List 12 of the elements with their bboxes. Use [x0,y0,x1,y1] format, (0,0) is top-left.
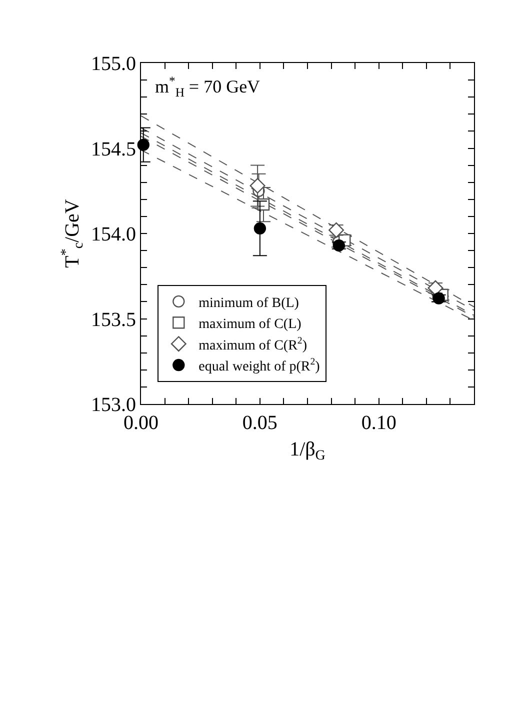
legend-label: equal weight of p(R$^{2}$) [198,356,320,374]
y-tick-label: 154.0 [91,224,136,246]
annotation: m$^{*}$$_{H}$ = 70 GeV [155,74,260,100]
x-tick-label: 0.10 [361,412,396,434]
legend-label: maximum of C(L) [198,317,302,332]
x-axis-title: 1/β$_{G}$ [290,438,326,464]
y-tick-label: 153.5 [91,308,136,331]
legend-label: maximum of C(R$^{2}$) [198,335,308,354]
y-tick-label: 155.0 [91,53,136,75]
legend-label: minimum of B(L) [198,296,300,311]
x-tick-label: 0.05 [242,412,278,434]
y-tick-label: 154.5 [91,138,136,160]
